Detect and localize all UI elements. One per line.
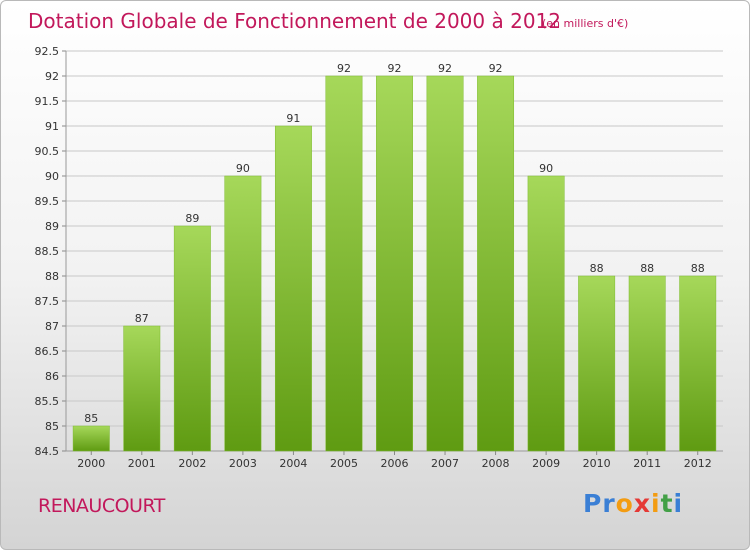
y-tick-label: 87 (45, 320, 59, 333)
y-tick-label: 88 (45, 270, 59, 283)
logo-letter: r (602, 489, 616, 518)
y-tick-label: 85.5 (35, 395, 60, 408)
data-label: 90 (236, 162, 250, 175)
proxiti-logo: Proxiti (583, 489, 683, 518)
chart-subtitle: (en milliers d'€) (542, 17, 629, 30)
data-label: 90 (539, 162, 553, 175)
bar (224, 175, 262, 452)
y-tick-label: 91.5 (35, 95, 60, 108)
x-tick-label: 2004 (279, 457, 307, 470)
data-label: 85 (84, 412, 98, 425)
y-tick-label: 86 (45, 370, 59, 383)
x-tick-label: 2000 (77, 457, 105, 470)
x-tick-label: 2008 (482, 457, 510, 470)
x-tick-label: 2003 (229, 457, 257, 470)
y-tick-label: 86.5 (35, 345, 60, 358)
data-label: 92 (489, 62, 503, 75)
bar (679, 275, 717, 452)
bar (426, 75, 464, 452)
bar (72, 425, 110, 452)
data-label: 92 (337, 62, 351, 75)
x-tick-label: 2006 (381, 457, 409, 470)
bars (72, 75, 717, 452)
y-tick-label: 92.5 (35, 45, 60, 58)
x-tick-label: 2012 (684, 457, 712, 470)
x-tick-label: 2009 (532, 457, 560, 470)
bar (527, 175, 565, 452)
data-label: 88 (640, 262, 654, 275)
x-tick-label: 2010 (583, 457, 611, 470)
logo-letter: x (633, 489, 651, 518)
bar (376, 75, 413, 452)
x-tick-label: 2011 (633, 457, 661, 470)
x-tick-label: 2005 (330, 457, 358, 470)
y-tick-label: 88.5 (35, 245, 60, 258)
data-label: 87 (135, 312, 149, 325)
bar (578, 275, 616, 452)
logo-letter: t (660, 489, 674, 518)
y-tick-label: 90.5 (35, 145, 60, 158)
y-tick-label: 84.5 (35, 445, 60, 458)
logo-letter: P (583, 489, 603, 518)
y-tick-label: 92 (45, 70, 59, 83)
bar (325, 75, 363, 452)
logo-letter: o (615, 489, 634, 518)
bar (274, 125, 312, 452)
x-tick-label: 2001 (128, 457, 156, 470)
data-label: 92 (388, 62, 402, 75)
y-tick-label: 89 (45, 220, 59, 233)
bar (477, 75, 515, 452)
data-label: 89 (185, 212, 199, 225)
data-label: 88 (590, 262, 604, 275)
data-label: 92 (438, 62, 452, 75)
x-tick-label: 2007 (431, 457, 459, 470)
data-label: 91 (286, 112, 300, 125)
y-tick-label: 89.5 (35, 195, 60, 208)
y-tick-label: 90 (45, 170, 59, 183)
logo-letter: i (673, 489, 684, 518)
x-tick-label: 2002 (178, 457, 206, 470)
y-tick-label: 87.5 (35, 295, 60, 308)
y-tick-label: 85 (45, 420, 59, 433)
data-label: 88 (691, 262, 705, 275)
labels: 84.5 85 85.5 86 86.5 87 87.5 88 88.5 89 89.5 90 90.5… (35, 45, 712, 470)
chart-title: Dotation Globale de Fonctionnement de 20… (28, 9, 561, 33)
logo-letter: i (651, 489, 661, 518)
bar (173, 225, 211, 452)
y-tick-label: 91 (45, 120, 59, 133)
bar (628, 275, 666, 452)
bar (123, 325, 161, 452)
commune-name: RENAUCOURT (38, 495, 165, 517)
